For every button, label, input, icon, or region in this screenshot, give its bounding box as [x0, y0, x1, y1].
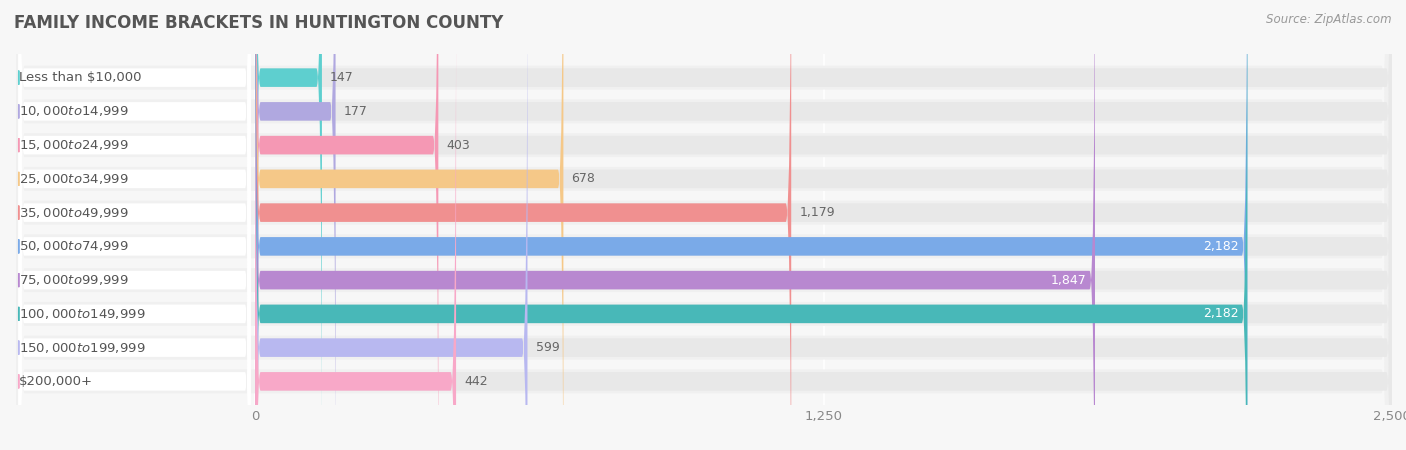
FancyBboxPatch shape — [17, 0, 1389, 450]
FancyBboxPatch shape — [254, 0, 1392, 450]
FancyBboxPatch shape — [254, 0, 1392, 450]
FancyBboxPatch shape — [254, 0, 1392, 450]
Text: $150,000 to $199,999: $150,000 to $199,999 — [18, 341, 145, 355]
FancyBboxPatch shape — [254, 0, 527, 450]
Text: 2,182: 2,182 — [1204, 307, 1239, 320]
FancyBboxPatch shape — [17, 0, 1389, 450]
FancyBboxPatch shape — [18, 0, 250, 450]
FancyBboxPatch shape — [18, 0, 250, 450]
Text: 403: 403 — [447, 139, 470, 152]
FancyBboxPatch shape — [17, 0, 1389, 450]
Text: 599: 599 — [536, 341, 560, 354]
Text: FAMILY INCOME BRACKETS IN HUNTINGTON COUNTY: FAMILY INCOME BRACKETS IN HUNTINGTON COU… — [14, 14, 503, 32]
Text: 147: 147 — [330, 71, 354, 84]
FancyBboxPatch shape — [254, 0, 1392, 450]
Text: Less than $10,000: Less than $10,000 — [18, 71, 142, 84]
FancyBboxPatch shape — [254, 0, 1392, 450]
FancyBboxPatch shape — [18, 0, 250, 450]
FancyBboxPatch shape — [254, 0, 336, 450]
Text: Source: ZipAtlas.com: Source: ZipAtlas.com — [1267, 14, 1392, 27]
FancyBboxPatch shape — [254, 0, 1392, 450]
FancyBboxPatch shape — [254, 0, 1392, 450]
Text: 442: 442 — [464, 375, 488, 388]
Text: $75,000 to $99,999: $75,000 to $99,999 — [18, 273, 128, 287]
FancyBboxPatch shape — [18, 0, 250, 450]
Text: 2,182: 2,182 — [1204, 240, 1239, 253]
Text: $35,000 to $49,999: $35,000 to $49,999 — [18, 206, 128, 220]
FancyBboxPatch shape — [17, 0, 1389, 450]
FancyBboxPatch shape — [17, 0, 1389, 450]
Text: $100,000 to $149,999: $100,000 to $149,999 — [18, 307, 145, 321]
FancyBboxPatch shape — [18, 0, 250, 450]
Text: $200,000+: $200,000+ — [18, 375, 93, 388]
Text: $25,000 to $34,999: $25,000 to $34,999 — [18, 172, 128, 186]
FancyBboxPatch shape — [18, 0, 250, 450]
Text: $50,000 to $74,999: $50,000 to $74,999 — [18, 239, 128, 253]
FancyBboxPatch shape — [254, 0, 322, 450]
FancyBboxPatch shape — [18, 0, 250, 450]
FancyBboxPatch shape — [254, 0, 564, 450]
FancyBboxPatch shape — [254, 0, 1095, 450]
Text: $15,000 to $24,999: $15,000 to $24,999 — [18, 138, 128, 152]
FancyBboxPatch shape — [254, 0, 1392, 450]
FancyBboxPatch shape — [254, 0, 792, 450]
Text: 1,847: 1,847 — [1052, 274, 1087, 287]
Text: 1,179: 1,179 — [800, 206, 835, 219]
FancyBboxPatch shape — [17, 0, 1389, 450]
FancyBboxPatch shape — [254, 0, 1247, 450]
FancyBboxPatch shape — [254, 0, 1392, 450]
Text: $10,000 to $14,999: $10,000 to $14,999 — [18, 104, 128, 118]
FancyBboxPatch shape — [18, 0, 250, 450]
FancyBboxPatch shape — [18, 0, 250, 450]
FancyBboxPatch shape — [254, 0, 456, 450]
FancyBboxPatch shape — [254, 0, 1247, 450]
FancyBboxPatch shape — [254, 0, 1392, 450]
FancyBboxPatch shape — [254, 0, 439, 450]
Text: 678: 678 — [572, 172, 596, 185]
FancyBboxPatch shape — [17, 0, 1389, 450]
FancyBboxPatch shape — [18, 0, 250, 450]
FancyBboxPatch shape — [17, 0, 1389, 450]
FancyBboxPatch shape — [17, 0, 1389, 450]
Text: 177: 177 — [343, 105, 367, 118]
FancyBboxPatch shape — [17, 0, 1389, 450]
